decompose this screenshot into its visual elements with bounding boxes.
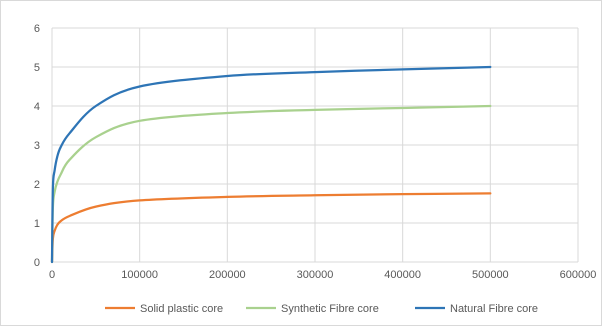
x-tick-label: 0	[49, 269, 55, 281]
y-tick-label: 1	[34, 218, 40, 230]
series-line-synthetic-fibre-core	[50, 104, 492, 264]
x-tick-label: 100000	[121, 269, 158, 281]
legend-label: Synthetic Fibre core	[281, 303, 379, 315]
x-tick-label: 500000	[472, 269, 509, 281]
legend-label: Solid plastic core	[140, 303, 223, 315]
x-tick-label: 600000	[560, 269, 597, 281]
y-tick-label: 6	[34, 23, 40, 35]
x-tick-label: 400000	[384, 269, 421, 281]
y-tick-label: 3	[34, 140, 40, 152]
x-tick-label: 300000	[297, 269, 334, 281]
x-tick-label: 200000	[209, 269, 246, 281]
y-tick-label: 4	[34, 101, 40, 113]
y-tick-label: 5	[34, 62, 40, 74]
y-tick-label: 2	[34, 179, 40, 191]
series-line-solid-plastic-core	[50, 192, 492, 264]
y-tick-label: 0	[34, 257, 40, 269]
legend-label: Natural Fibre core	[450, 303, 538, 315]
series-line-natural-fibre-core	[50, 65, 492, 264]
